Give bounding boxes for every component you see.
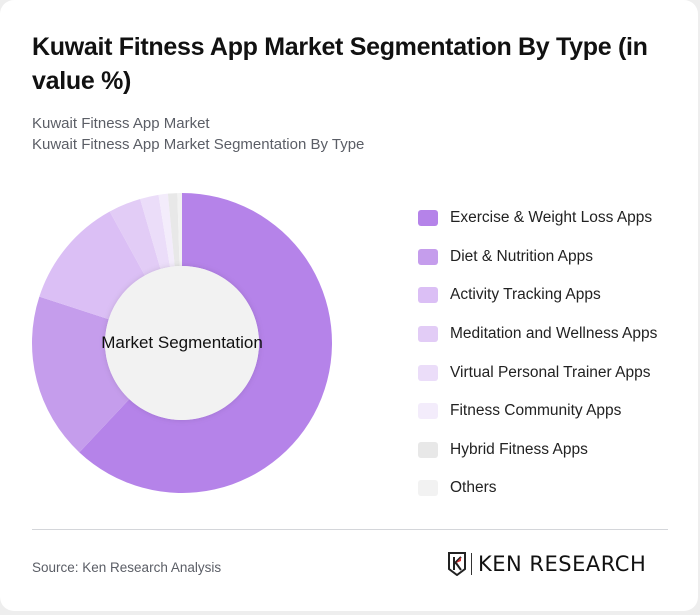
ken-logo-icon [448, 552, 466, 576]
subtitle-segmentation: Kuwait Fitness App Market Segmentation B… [32, 136, 365, 153]
legend-label: Virtual Personal Trainer Apps [450, 363, 651, 381]
legend-label: Meditation and Wellness Apps [450, 325, 658, 343]
legend-label: Fitness Community Apps [450, 402, 622, 420]
donut-hole [105, 266, 259, 420]
legend-item-virtual-personal-trainer-apps[interactable]: Virtual Personal Trainer Apps [418, 353, 657, 392]
donut-segment-exercise-weight-loss-apps[interactable] [79, 193, 332, 493]
donut-chart [32, 193, 332, 493]
chart-legend: Exercise & Weight Loss Apps Diet & Nutrit… [418, 199, 657, 508]
subtitle-market: Kuwait Fitness App Market [32, 115, 210, 132]
chart-title: Kuwait Fitness App Market Segmentation B… [32, 33, 648, 95]
legend-label: Exercise & Weight Loss Apps [450, 209, 653, 227]
donut-center-label: Market Segmentation [101, 333, 263, 352]
legend-label: Diet & Nutrition Apps [450, 247, 594, 265]
donut-segment-hybrid-fitness-apps[interactable] [167, 193, 180, 267]
legend-swatch [418, 441, 438, 458]
donut-segment-diet-nutrition-apps[interactable] [32, 296, 130, 453]
legend-label: Activity Tracking Apps [450, 286, 601, 304]
footer-divider [32, 529, 668, 530]
legend-item-exercise-weight-loss-apps[interactable]: Exercise & Weight Loss Apps [418, 199, 657, 238]
legend-item-fitness-community-apps[interactable]: Fitness Community Apps [418, 392, 657, 431]
legend-label: Hybrid Fitness Apps [450, 440, 588, 458]
source-note: Source: Ken Research Analysis [32, 560, 222, 575]
logo-text: KEN RESEARCH [478, 552, 647, 576]
legend-swatch [418, 480, 438, 497]
legend-label: Others [450, 479, 497, 497]
legend-swatch [418, 287, 438, 304]
donut-segment-activity-tracking-apps[interactable] [39, 211, 145, 320]
legend-swatch [418, 248, 438, 265]
legend-swatch [418, 403, 438, 420]
legend-item-hybrid-fitness-apps[interactable]: Hybrid Fitness Apps [418, 431, 657, 470]
legend-item-activity-tracking-apps[interactable]: Activity Tracking Apps [418, 276, 657, 315]
donut-segment-meditation-and-wellness-apps[interactable] [109, 198, 161, 276]
donut-segment-fitness-community-apps[interactable] [158, 193, 175, 267]
logo-separator [471, 553, 472, 575]
legend-item-meditation-and-wellness-apps[interactable]: Meditation and Wellness Apps [418, 315, 657, 354]
donut-segment-others[interactable] [177, 193, 182, 267]
donut-segment-virtual-personal-trainer-apps[interactable] [140, 194, 170, 270]
legend-swatch [418, 326, 438, 343]
legend-swatch [418, 364, 438, 381]
legend-item-others[interactable]: Others [418, 469, 657, 508]
ken-research-logo: KEN RESEARCH [447, 552, 646, 576]
legend-item-diet-nutrition-apps[interactable]: Diet & Nutrition Apps [418, 238, 657, 277]
legend-swatch [418, 210, 438, 227]
